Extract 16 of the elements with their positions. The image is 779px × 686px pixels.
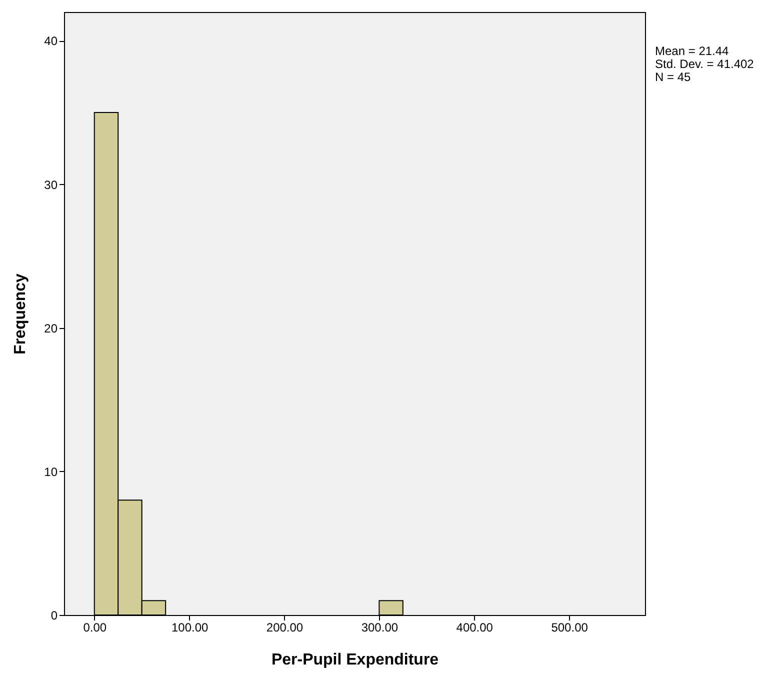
x-tick-label: 100.00 (171, 620, 208, 634)
text: Std. Dev. = 41.402 (655, 57, 754, 71)
y-tick-label: 30 (44, 178, 58, 192)
y-tick-label: 40 (44, 34, 58, 48)
x-tick-label: 500.00 (551, 620, 588, 634)
x-tick-label: 300.00 (361, 620, 398, 634)
y-tick-label: 20 (44, 321, 58, 336)
x-axis-title: Per-Pupil Expenditure (271, 652, 439, 668)
x-tick-label: 400.00 (456, 620, 494, 634)
y-axis-title: Frequency (12, 273, 30, 354)
x-tick-label: 0.00 (83, 620, 107, 634)
y-tick-label: 0 (50, 608, 58, 622)
text: N = 45 (655, 70, 692, 84)
y-tick-label: 10 (44, 464, 58, 479)
x-tick-label: 200.00 (266, 620, 304, 634)
text: Mean = 21.44 (655, 44, 730, 58)
